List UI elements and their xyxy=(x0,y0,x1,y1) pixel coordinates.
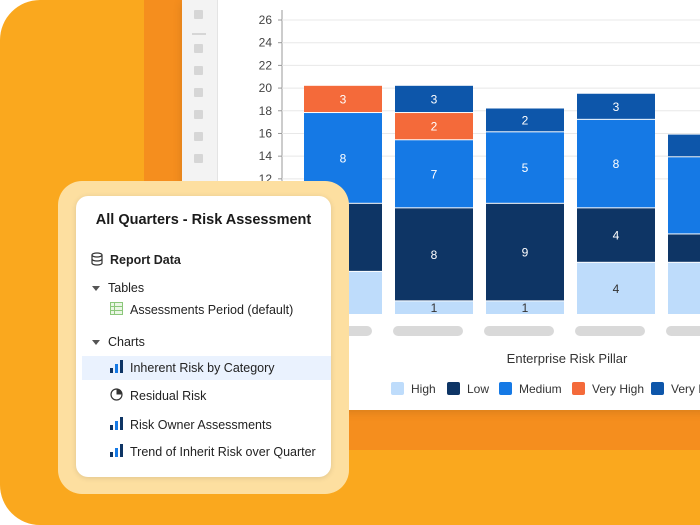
y-tick-label: 22 xyxy=(259,58,273,72)
bar-data-label: 5 xyxy=(522,161,529,175)
bar-data-label: 2 xyxy=(431,120,438,134)
bar-segment-very-low xyxy=(668,134,700,157)
ruler-marker xyxy=(194,132,203,141)
bar-segment-very-low xyxy=(577,93,655,119)
bar-chart-icon xyxy=(110,417,123,433)
ruler-marker xyxy=(194,88,203,97)
x-category-placeholder xyxy=(484,326,554,336)
bar-segment-medium xyxy=(668,157,700,234)
bar-segment-medium xyxy=(486,132,564,203)
legend-label: Medium xyxy=(519,382,562,396)
legend-label: Very L xyxy=(671,382,700,396)
bar-segment-low xyxy=(668,234,700,262)
chart-item-label: Inherent Risk by Category xyxy=(130,361,275,375)
tables-label: Tables xyxy=(108,281,145,295)
ruler-marker xyxy=(194,154,203,163)
bar-segment-high xyxy=(577,262,655,314)
table-icon xyxy=(110,302,123,318)
chart-item-trend[interactable]: Trend of Inherit Risk over Quarter xyxy=(110,440,316,464)
bar-data-label: 9 xyxy=(522,246,529,260)
bar-data-label: 8 xyxy=(613,157,620,171)
tables-section-toggle[interactable]: Tables xyxy=(92,276,144,300)
bar-data-label: 1 xyxy=(522,301,529,315)
database-icon xyxy=(91,251,103,269)
bar-data-label: 2 xyxy=(522,113,529,127)
table-item[interactable]: Assessments Period (default) xyxy=(110,298,293,322)
bar-segment-low xyxy=(395,208,473,301)
caret-down-icon xyxy=(92,339,100,345)
pie-chart-icon xyxy=(110,388,123,404)
ruler-marker xyxy=(194,66,203,75)
legend-swatch-low xyxy=(447,382,460,395)
charts-label: Charts xyxy=(108,335,145,349)
legend-swatch-very-high xyxy=(572,382,585,395)
chart-item-risk-owner[interactable]: Risk Owner Assessments xyxy=(110,413,272,437)
x-category-placeholder xyxy=(666,326,700,336)
table-item-label: Assessments Period (default) xyxy=(130,303,294,317)
bar-data-label: 3 xyxy=(613,100,620,114)
bar-chart-icon xyxy=(110,360,123,376)
chart-item-label: Risk Owner Assessments xyxy=(130,418,272,432)
bar-segment-medium xyxy=(577,119,655,208)
bar-data-label: 7 xyxy=(431,167,438,181)
legend-swatch-very-low xyxy=(651,382,664,395)
legend-label: Very High xyxy=(592,382,644,396)
bar-segment-high xyxy=(668,262,700,314)
bar-data-label: 3 xyxy=(340,92,347,106)
ruler-marker xyxy=(192,33,206,35)
card-title: All Quarters - Risk Assessment xyxy=(95,212,312,228)
bar-data-label: 8 xyxy=(340,151,347,165)
y-tick-label: 18 xyxy=(259,104,273,118)
caret-down-icon xyxy=(92,285,100,291)
bar-segment-low xyxy=(486,203,564,301)
bar-segment-very-low xyxy=(486,108,564,132)
y-tick-label: 20 xyxy=(259,81,273,95)
x-axis-title: Enterprise Risk Pillar xyxy=(507,351,628,366)
chart-item-label: Residual Risk xyxy=(130,389,207,403)
y-tick-label: 14 xyxy=(259,149,273,163)
bar-segment-low xyxy=(577,208,655,262)
bar-data-label: 3 xyxy=(431,92,438,106)
report-data-card: All Quarters - Risk Assessment Report Da… xyxy=(76,196,331,477)
ruler-marker xyxy=(194,44,203,53)
y-tick-label: 24 xyxy=(259,36,273,50)
ruler-marker xyxy=(194,10,203,19)
report-data-header[interactable]: Report Data xyxy=(91,248,181,272)
y-tick-label: 16 xyxy=(259,126,273,140)
y-tick-label: 26 xyxy=(259,13,273,27)
bar-segment-very-high xyxy=(395,113,473,140)
bar-segment-very-low xyxy=(395,85,473,113)
bar-segment-medium xyxy=(395,140,473,208)
x-category-placeholder xyxy=(393,326,463,336)
ruler-marker xyxy=(194,110,203,119)
report-data-label: Report Data xyxy=(110,253,181,267)
bar-segment-very-high xyxy=(304,85,382,113)
bar-chart-icon xyxy=(110,444,123,460)
bar-data-label: 8 xyxy=(431,248,438,262)
legend-label: High xyxy=(411,382,436,396)
legend-swatch-medium xyxy=(499,382,512,395)
bar-data-label: 1 xyxy=(431,301,438,315)
legend-swatch-high xyxy=(391,382,404,395)
bar-segment-high xyxy=(395,301,473,314)
legend-label: Low xyxy=(467,382,489,396)
bar-segment-high xyxy=(486,301,564,314)
charts-section-toggle[interactable]: Charts xyxy=(92,330,145,354)
chart-item-inherent-risk[interactable]: Inherent Risk by Category xyxy=(82,356,331,380)
chart-item-residual-risk[interactable]: Residual Risk xyxy=(110,384,206,408)
chart-item-label: Trend of Inherit Risk over Quarter xyxy=(130,445,316,459)
x-category-placeholder xyxy=(575,326,645,336)
bar-data-label: 4 xyxy=(613,229,620,243)
bar-data-label: 4 xyxy=(613,282,620,296)
